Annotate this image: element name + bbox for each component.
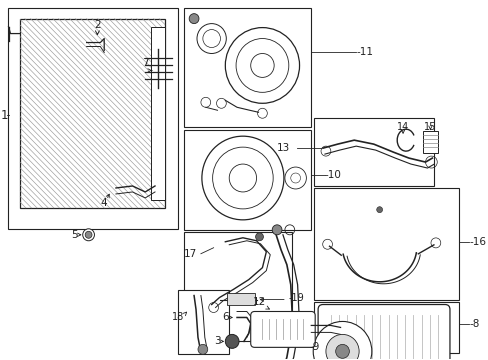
Circle shape xyxy=(198,345,207,354)
Bar xyxy=(314,302,458,353)
Text: 14: 14 xyxy=(396,122,408,132)
Text: 3: 3 xyxy=(214,336,221,346)
Text: 5: 5 xyxy=(71,230,78,240)
Text: 6: 6 xyxy=(222,312,228,323)
Text: -16: -16 xyxy=(468,237,486,247)
Text: 13: 13 xyxy=(276,143,289,153)
Circle shape xyxy=(82,229,94,241)
Text: 4: 4 xyxy=(101,198,107,208)
Circle shape xyxy=(313,321,371,360)
Text: 2: 2 xyxy=(94,19,101,30)
Text: -19: -19 xyxy=(288,293,304,302)
Bar xyxy=(184,130,311,230)
Text: 12: 12 xyxy=(253,297,266,306)
Circle shape xyxy=(376,207,382,213)
Circle shape xyxy=(85,231,92,238)
Circle shape xyxy=(272,225,282,235)
Circle shape xyxy=(325,334,358,360)
Text: -11: -11 xyxy=(355,48,372,58)
Bar xyxy=(20,19,164,208)
Circle shape xyxy=(335,345,348,358)
Bar xyxy=(314,188,458,300)
Text: -8: -8 xyxy=(468,319,479,329)
Bar xyxy=(151,27,164,200)
Circle shape xyxy=(225,334,239,348)
Text: 17: 17 xyxy=(183,249,196,259)
Text: -10: -10 xyxy=(325,170,341,180)
Text: -9: -9 xyxy=(309,342,319,352)
Bar xyxy=(184,232,291,341)
Text: 15: 15 xyxy=(424,122,436,132)
Bar xyxy=(7,8,178,229)
Bar xyxy=(314,118,433,186)
Bar xyxy=(227,293,254,305)
FancyBboxPatch shape xyxy=(318,305,449,360)
Bar xyxy=(184,8,311,127)
Bar xyxy=(422,131,437,153)
Circle shape xyxy=(255,233,263,241)
Text: 18: 18 xyxy=(172,312,184,323)
Text: 1: 1 xyxy=(0,109,8,122)
Bar xyxy=(178,289,229,354)
FancyBboxPatch shape xyxy=(250,311,315,347)
Text: 7: 7 xyxy=(142,58,149,68)
Circle shape xyxy=(189,14,199,24)
